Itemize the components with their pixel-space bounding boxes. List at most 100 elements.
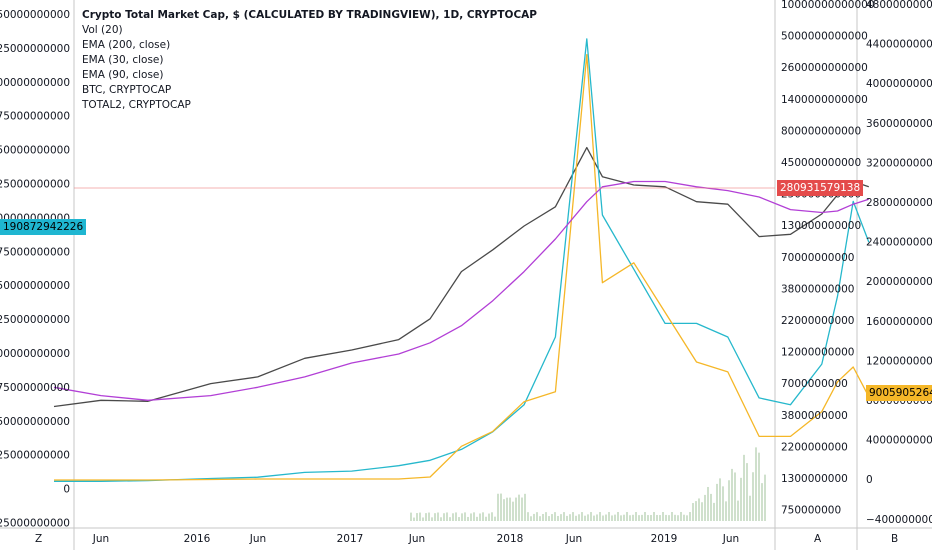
mid-axis-tick: 10000000000000: [781, 0, 875, 11]
right-axis-tick: 160000000000: [866, 316, 932, 328]
volume-bar: [617, 512, 619, 521]
volume-bar: [674, 514, 676, 521]
left-axis-tick: 325000000000: [0, 43, 70, 55]
volume-bar: [425, 513, 427, 521]
volume-bar: [656, 514, 658, 521]
volume-bar: [686, 515, 688, 521]
volume-bar: [473, 512, 475, 521]
volume-bar: [518, 494, 520, 521]
volume-bar: [596, 514, 598, 521]
volume-bar: [491, 512, 493, 521]
mid-axis-tick: 38000000000: [781, 283, 855, 295]
mid-axis-tick: 130000000000: [781, 220, 861, 232]
volume-bar: [464, 512, 466, 521]
x-axis-tick: 2018: [497, 533, 524, 545]
volume-bar: [410, 512, 412, 521]
right-axis-tick: 280000000000: [866, 197, 932, 209]
volume-bar: [440, 517, 442, 521]
mid-axis-tick: 22000000000: [781, 315, 855, 327]
volume-bar: [554, 512, 556, 521]
volume-bar: [608, 512, 610, 521]
mid-corner-label[interactable]: A: [814, 533, 822, 545]
volume-bar: [731, 468, 733, 521]
volume-bar: [665, 514, 667, 521]
x-axis-tick: 2016: [184, 533, 211, 545]
left-axis-current-value: 190872942226: [0, 219, 87, 235]
volume-bar: [740, 477, 742, 521]
volume-bar: [683, 514, 685, 521]
volume-bar: [521, 497, 523, 521]
volume-bar: [578, 514, 580, 521]
volume-bar: [662, 512, 664, 521]
volume-bar: [611, 515, 613, 521]
volume-bar: [482, 512, 484, 521]
volume-bar: [488, 513, 490, 521]
volume-bar: [701, 502, 703, 521]
volume-bar: [698, 498, 700, 521]
volume-bar: [545, 512, 547, 521]
volume-bar: [668, 515, 670, 521]
volume-bar: [599, 512, 601, 521]
legend-ema200[interactable]: EMA (200, close): [82, 39, 171, 51]
volume-bar: [515, 497, 517, 521]
legend-ema30[interactable]: EMA (30, close): [82, 54, 164, 66]
mid-axis-tick: 5000000000000: [781, 31, 868, 43]
volume-bar: [497, 493, 499, 521]
volume-bar: [734, 472, 736, 521]
legend-ema90[interactable]: EMA (90, close): [82, 69, 164, 81]
volume-bar: [530, 516, 532, 521]
mid-axis-ticks: 10000000000000 5000000000000 2600000000000…: [781, 0, 875, 517]
left-corner-label[interactable]: Z: [35, 533, 42, 545]
volume-bar: [632, 514, 634, 521]
volume-bar: [755, 447, 757, 521]
right-axis-ticks: 4800000000004400000000004000000000003600…: [866, 0, 932, 526]
left-axis-tick: 300000000000: [0, 77, 70, 89]
x-axis-tick: Jun: [408, 533, 425, 545]
volume-bar: [719, 478, 721, 521]
mid-axis-tick: 7000000000: [781, 378, 848, 390]
volume-bar: [671, 512, 673, 521]
right-axis-tick: 440000000000: [866, 39, 932, 51]
left-axis-tick: 225000000000: [0, 179, 70, 191]
legend-total2[interactable]: TOTAL2, CRYPTOCAP: [82, 99, 191, 111]
volume-bar: [503, 499, 505, 521]
volume-bar: [557, 515, 559, 521]
volume-bar: [428, 512, 430, 521]
mid-axis-tick: 750000000: [781, 505, 841, 517]
volume-bar: [635, 512, 637, 521]
chart-legend: Crypto Total Market Cap, $ (CALCULATED B…: [82, 8, 537, 113]
volume-bar: [713, 502, 715, 521]
series-line: [53, 146, 870, 408]
volume-bar: [437, 512, 439, 521]
volume-bar: [710, 493, 712, 521]
volume-bar: [746, 463, 748, 521]
mid-axis-tick: 12000000000: [781, 347, 855, 359]
volume-bar: [455, 512, 457, 521]
volume-bar: [572, 512, 574, 521]
volume-bars: [410, 447, 766, 521]
x-axis-tick: Jun: [722, 533, 739, 545]
volume-bar: [485, 516, 487, 521]
right-corner-label[interactable]: B: [891, 533, 898, 545]
series-lines: [53, 38, 870, 482]
legend-volume[interactable]: Vol (20): [82, 24, 123, 36]
volume-bar: [653, 512, 655, 521]
volume-bar: [725, 501, 727, 521]
volume-bar: [623, 514, 625, 521]
x-axis-tick: Jun: [565, 533, 582, 545]
volume-bar: [602, 515, 604, 521]
right-axis-tick: 360000000000: [866, 118, 932, 130]
volume-bar: [458, 517, 460, 521]
volume-bar: [629, 515, 631, 521]
volume-bar: [533, 513, 535, 521]
series-line: [54, 38, 870, 482]
left-axis-tick: 125000000000: [0, 314, 70, 326]
volume-bar: [752, 472, 754, 521]
volume-bar: [416, 513, 418, 521]
volume-bar: [551, 514, 553, 521]
legend-btc[interactable]: BTC, CRYPTOCAP: [82, 84, 172, 96]
volume-bar: [743, 454, 745, 521]
mid-axis-tick: 2200000000: [781, 441, 848, 453]
chart-title[interactable]: Crypto Total Market Cap, $ (CALCULATED B…: [82, 9, 537, 21]
